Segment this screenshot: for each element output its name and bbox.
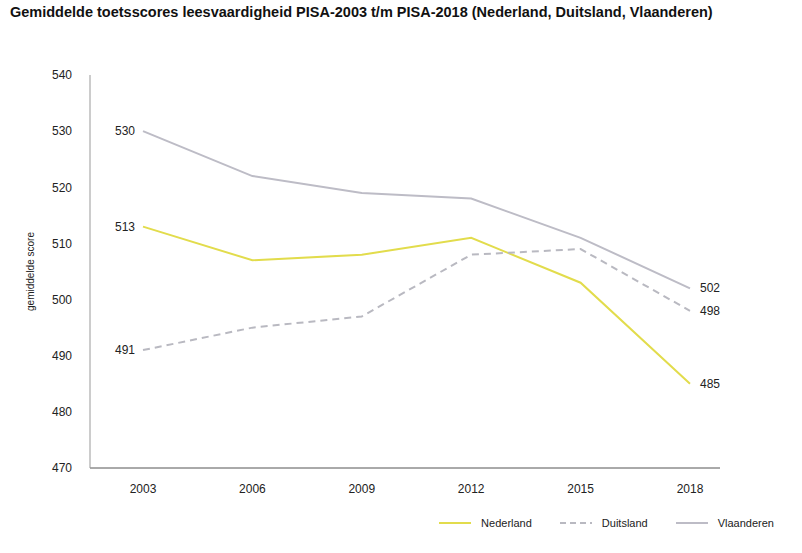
svg-text:520: 520 bbox=[52, 181, 72, 195]
svg-text:2009: 2009 bbox=[348, 482, 375, 496]
svg-text:500: 500 bbox=[52, 293, 72, 307]
svg-text:530: 530 bbox=[52, 124, 72, 138]
svg-text:470: 470 bbox=[52, 461, 72, 475]
svg-text:2018: 2018 bbox=[677, 482, 704, 496]
html-text:Vlaanderen: Vlaanderen bbox=[717, 517, 774, 529]
svg-text:502: 502 bbox=[700, 281, 720, 295]
svg-text:510: 510 bbox=[52, 237, 72, 251]
svg-text:2012: 2012 bbox=[458, 482, 485, 496]
html-text:Duitsland: Duitsland bbox=[601, 517, 648, 529]
svg-text:2003: 2003 bbox=[130, 482, 157, 496]
svg-text:gemiddelde score: gemiddelde score bbox=[25, 232, 36, 311]
svg-text:540: 540 bbox=[52, 68, 72, 82]
html-text:Gemiddelde toetsscores leesvaa: Gemiddelde toetsscores leesvaardigheid P… bbox=[10, 4, 713, 20]
svg-text:490: 490 bbox=[52, 349, 72, 363]
svg-text:498: 498 bbox=[700, 304, 720, 318]
html-text:Nederland: Nederland bbox=[481, 517, 532, 529]
svg-text:2006: 2006 bbox=[239, 482, 266, 496]
svg-text:480: 480 bbox=[52, 405, 72, 419]
svg-text:530: 530 bbox=[115, 124, 135, 138]
svg-text:491: 491 bbox=[115, 343, 135, 357]
svg-text:485: 485 bbox=[700, 377, 720, 391]
svg-text:513: 513 bbox=[115, 220, 135, 234]
svg-text:2015: 2015 bbox=[567, 482, 594, 496]
